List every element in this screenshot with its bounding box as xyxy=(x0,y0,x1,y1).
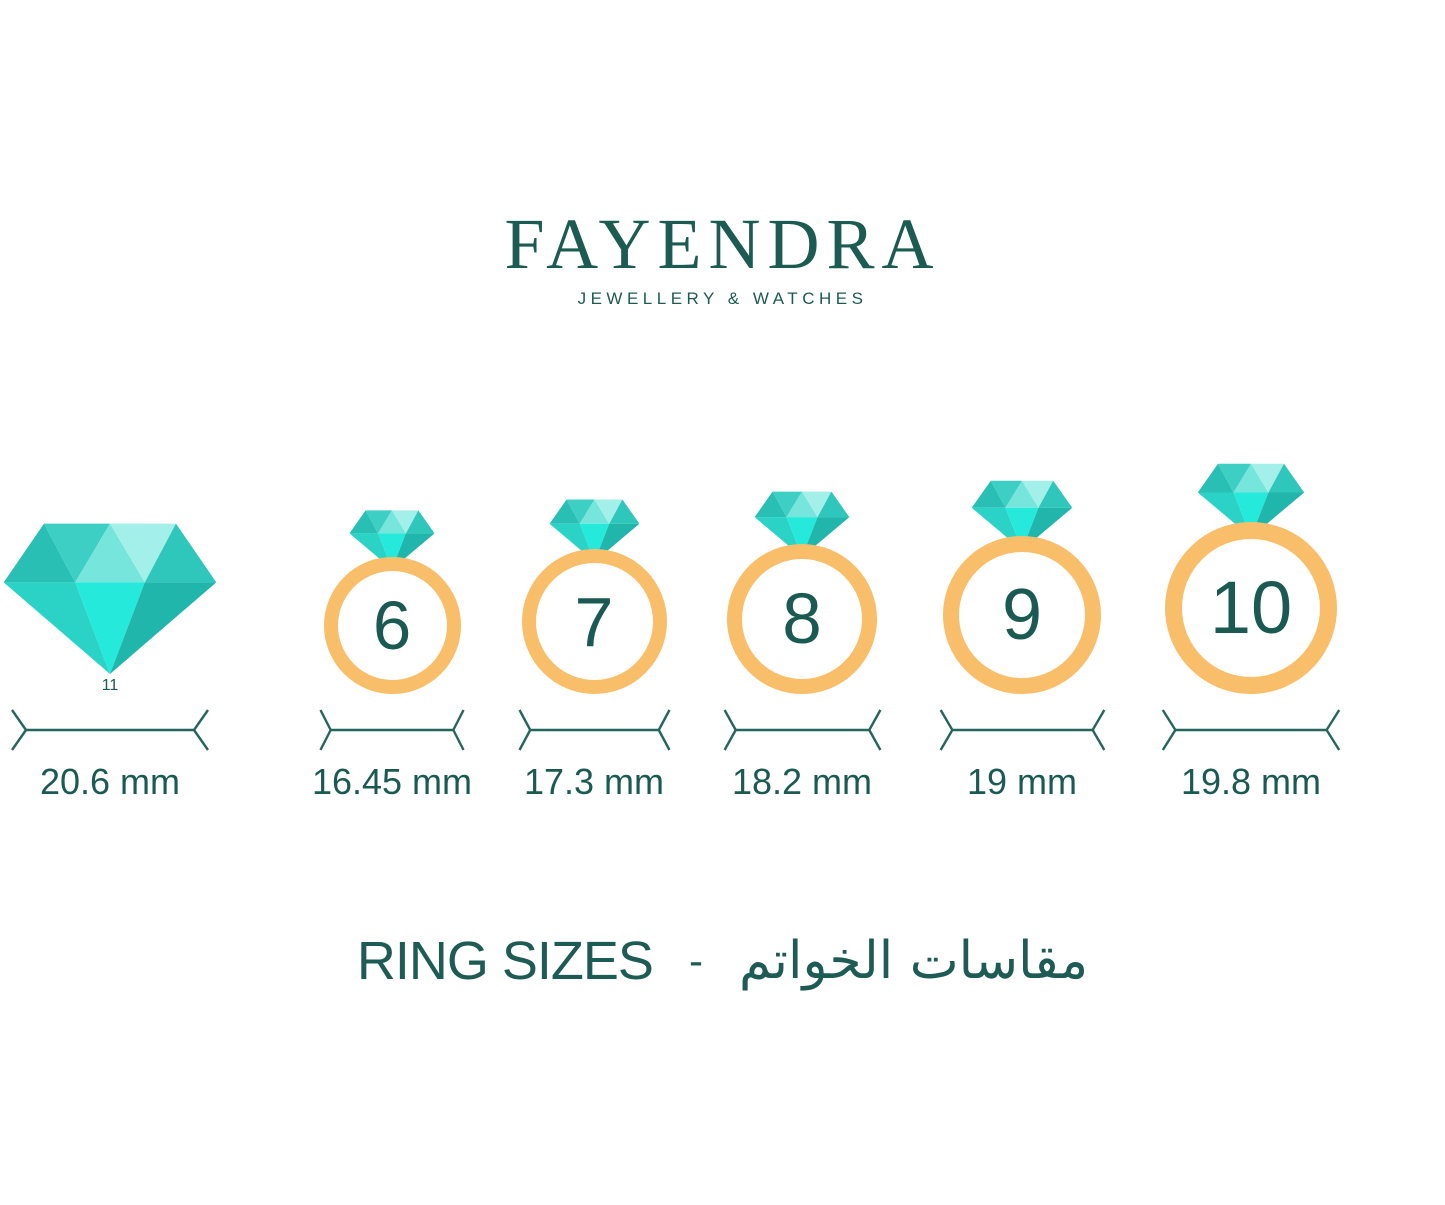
dimension-arrow-icon xyxy=(319,708,465,752)
ring-band: 6 xyxy=(323,557,461,694)
ring-item: 7 17.3 mm xyxy=(484,498,704,802)
diamond-icon xyxy=(3,524,217,675)
brand-header: FAYENDRA JEWELLERY & WATCHES xyxy=(0,208,1445,307)
ring-item: 11 20.6 mm xyxy=(0,520,220,802)
dimension-arrow-icon xyxy=(1161,708,1341,752)
ring-item: 10 19.8 mm xyxy=(1141,462,1361,803)
ring-diameter-label: 16.45 mm xyxy=(311,761,473,802)
ring-size-label: 6 xyxy=(372,587,412,664)
page-title-ar: مقاسات الخواتم xyxy=(738,931,1089,991)
ring-band: 9 xyxy=(943,536,1101,694)
dimension-arrow-icon xyxy=(938,708,1106,752)
ring-size-label: 10 xyxy=(1209,566,1293,649)
ring-band: 10 xyxy=(1165,522,1337,694)
dimension-arrow-icon xyxy=(10,708,210,752)
brand-tagline: JEWELLERY & WATCHES xyxy=(577,289,868,308)
ring-diameter-label: 20.6 mm xyxy=(39,761,181,802)
ring-size-label: 11 xyxy=(101,677,119,694)
ring-diameter-label: 18.2 mm xyxy=(731,761,873,802)
ring-item: 8 18.2 mm xyxy=(692,490,912,802)
ring-band: 8 xyxy=(727,544,877,694)
page-title: RING SIZES - مقاسات الخواتم xyxy=(0,930,1445,992)
ring-diameter-label: 19 mm xyxy=(966,761,1078,802)
dimension-arrow-icon xyxy=(722,708,882,752)
ring-band: 7 xyxy=(521,549,667,694)
ring-diameter-label: 19.8 mm xyxy=(1180,761,1322,802)
ring-size-label: 9 xyxy=(1001,575,1043,655)
title-separator: - xyxy=(688,937,703,984)
ring-diameter-label: 17.3 mm xyxy=(523,761,665,802)
ring-item: 9 19 mm xyxy=(912,479,1132,802)
ring-size-label: 7 xyxy=(574,582,614,661)
ring-item: 6 16.45 mm xyxy=(282,509,502,802)
ring-size-label: 8 xyxy=(782,579,822,659)
ring-band: 11 xyxy=(101,677,119,694)
dimension-arrow-icon xyxy=(517,708,671,752)
page-title-en: RING SIZES xyxy=(356,931,654,991)
brand-logo: FAYENDRA xyxy=(504,204,941,284)
